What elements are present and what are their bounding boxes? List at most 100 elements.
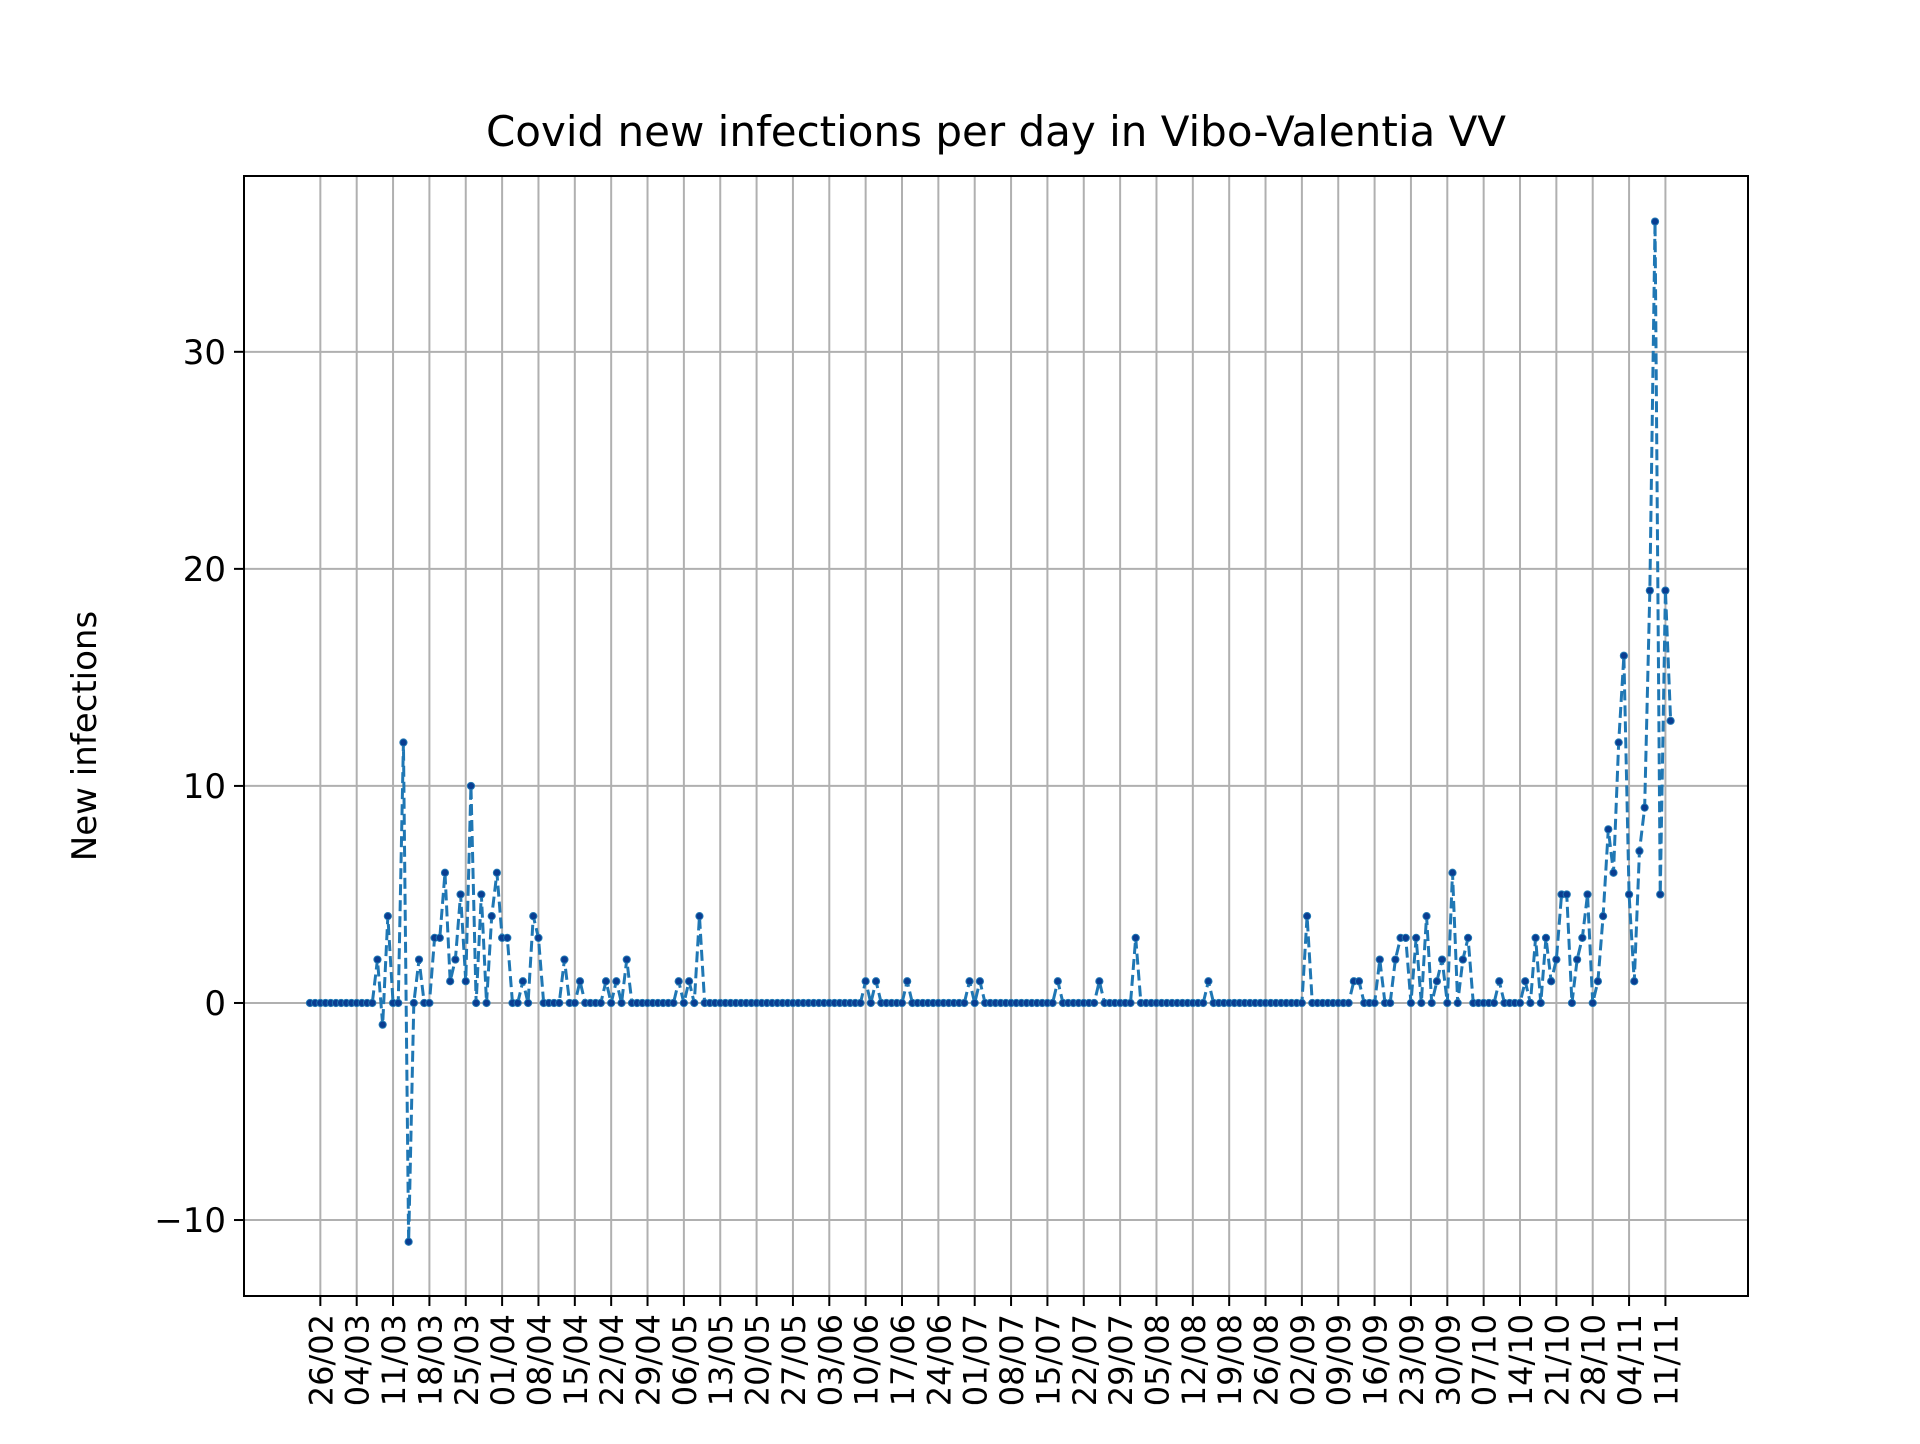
x-tick-label: 22/04 <box>593 1314 631 1406</box>
data-point <box>669 998 678 1008</box>
x-tick-label: 29/07 <box>1102 1314 1140 1406</box>
x-tick-label: 13/05 <box>702 1314 740 1406</box>
data-point <box>399 738 408 747</box>
data-point <box>1578 933 1587 942</box>
data-point <box>1095 977 1104 986</box>
data-point <box>523 998 533 1008</box>
data-point <box>534 933 543 942</box>
x-tick-label: 20/05 <box>739 1314 777 1406</box>
data-point <box>1053 977 1062 986</box>
data-point <box>513 998 522 1008</box>
data-point <box>1650 217 1660 226</box>
data-point <box>596 998 605 1008</box>
data-point <box>1199 998 1208 1008</box>
data-point <box>1531 933 1540 942</box>
data-point <box>477 890 486 899</box>
data-point <box>1624 890 1634 899</box>
data-point <box>856 998 865 1008</box>
data-point <box>1573 955 1582 964</box>
data-point <box>378 1020 387 1029</box>
x-tick-label: 16/09 <box>1357 1314 1395 1406</box>
data-point <box>383 912 392 921</box>
data-point <box>970 998 979 1008</box>
data-point <box>487 912 496 921</box>
data-point <box>1562 890 1571 899</box>
data-point <box>394 998 403 1008</box>
data-point <box>575 977 585 986</box>
data-point <box>965 977 974 986</box>
data-point <box>617 998 626 1008</box>
x-tick-label: 21/10 <box>1538 1314 1576 1406</box>
data-point <box>409 998 418 1008</box>
plot-area-frame <box>243 175 1749 1297</box>
x-tick-label: 06/05 <box>666 1314 704 1406</box>
data-point <box>1048 998 1057 1008</box>
data-point <box>472 998 481 1008</box>
x-tick-label: 12/08 <box>1175 1314 1213 1406</box>
data-point <box>1458 955 1467 964</box>
data-point <box>518 977 527 986</box>
data-point <box>674 977 683 986</box>
grid-lines <box>244 176 1748 1296</box>
y-tick-label: 0 <box>204 984 226 1024</box>
data-point <box>1448 868 1457 877</box>
x-tick-label: 01/07 <box>957 1314 995 1406</box>
x-tick-label: 01/04 <box>484 1314 522 1406</box>
data-point <box>1417 998 1426 1008</box>
x-tick-label: 11/11 <box>1647 1314 1685 1406</box>
data-point <box>695 912 704 921</box>
y-tick-label: 20 <box>183 550 226 590</box>
data-point <box>1635 846 1644 856</box>
x-axis-ticks: 26/0204/0311/0318/0325/0301/0408/0415/04… <box>302 1296 1685 1406</box>
data-point <box>903 977 912 986</box>
data-point <box>1547 977 1556 986</box>
data-point <box>466 781 476 791</box>
x-tick-label: 08/04 <box>520 1314 558 1406</box>
series-line <box>309 221 1673 1242</box>
data-point <box>1438 955 1447 964</box>
data-point <box>435 933 444 942</box>
data-point <box>1463 933 1473 942</box>
data-point <box>960 998 969 1008</box>
data-point <box>1443 998 1452 1008</box>
data-point <box>1645 586 1654 595</box>
data-point <box>1375 955 1384 964</box>
data-point <box>1344 998 1353 1008</box>
data-point <box>607 998 616 1008</box>
data-point <box>1386 998 1395 1008</box>
x-tick-label: 29/04 <box>630 1314 668 1406</box>
data-point <box>1427 998 1436 1008</box>
x-tick-label: 25/03 <box>448 1314 486 1406</box>
data-point <box>1640 803 1649 812</box>
data-point <box>1619 651 1628 660</box>
x-tick-label: 02/09 <box>1284 1314 1322 1406</box>
data-point <box>1599 912 1608 921</box>
data-point <box>414 955 424 964</box>
data-point <box>612 977 621 986</box>
data-point <box>1401 933 1410 942</box>
x-tick-label: 08/07 <box>993 1314 1031 1406</box>
data-point <box>461 977 470 986</box>
data-point <box>861 977 870 986</box>
x-tick-label: 26/02 <box>302 1314 340 1406</box>
data-point <box>1656 890 1665 899</box>
y-tick-label: −10 <box>154 1201 226 1241</box>
data-point <box>1297 998 1306 1008</box>
data-point <box>1432 977 1442 986</box>
data-point <box>1391 955 1400 964</box>
x-tick-label: 11/03 <box>375 1314 413 1406</box>
data-point <box>1666 716 1675 725</box>
data-point <box>451 955 460 964</box>
x-tick-label: 04/03 <box>339 1314 377 1406</box>
data-point <box>679 998 688 1008</box>
x-tick-label: 03/06 <box>811 1314 849 1406</box>
data-point <box>560 955 569 964</box>
data-point <box>1609 868 1618 877</box>
data-point <box>897 998 907 1008</box>
data-point <box>1567 998 1577 1008</box>
data-point <box>503 933 512 942</box>
data-point <box>1370 998 1379 1008</box>
